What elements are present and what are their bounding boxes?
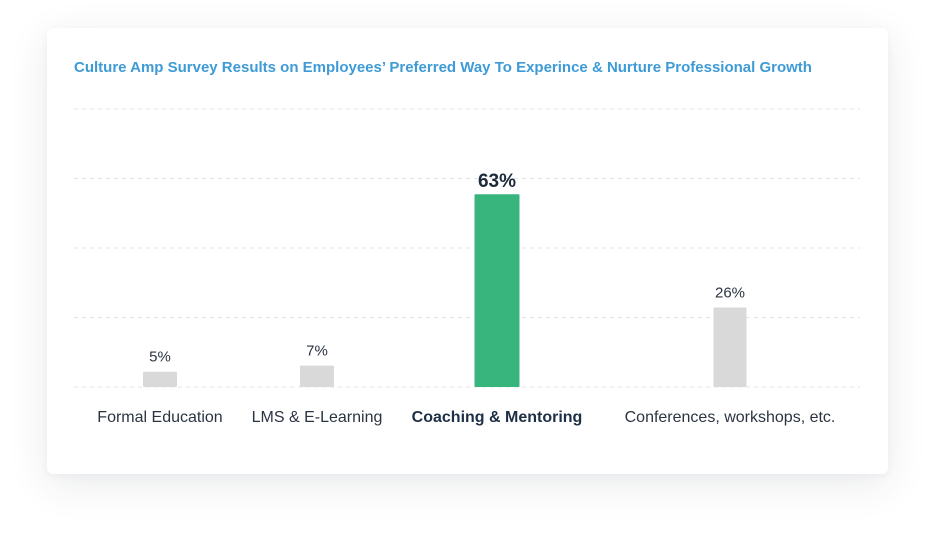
gridlines <box>74 108 860 388</box>
category-label: Conferences, workshops, etc. <box>625 409 836 426</box>
bar <box>143 371 177 387</box>
bar <box>474 194 520 387</box>
category-labels: Formal Education LMS & E-Learning Coaching… <box>97 409 835 426</box>
chart-title: Culture Amp Survey Results on Employees’… <box>74 59 812 76</box>
bar <box>300 365 334 387</box>
category-label: Coaching & Mentoring <box>412 409 583 426</box>
bars <box>143 194 747 387</box>
category-label: LMS & E-Learning <box>252 409 383 426</box>
value-label: 5% <box>149 349 171 366</box>
value-labels: 5% 7% 63% 26% <box>149 171 745 365</box>
value-label: 26% <box>715 284 745 301</box>
chart-card: Culture Amp Survey Results on Employees’… <box>47 28 888 474</box>
bar <box>713 307 747 387</box>
category-label: Formal Education <box>97 409 222 426</box>
value-label: 63% <box>478 171 516 192</box>
value-label: 7% <box>306 343 328 360</box>
bar-chart: 5% 7% 63% 26% Formal Education LMS & E-Learn… <box>74 108 860 426</box>
